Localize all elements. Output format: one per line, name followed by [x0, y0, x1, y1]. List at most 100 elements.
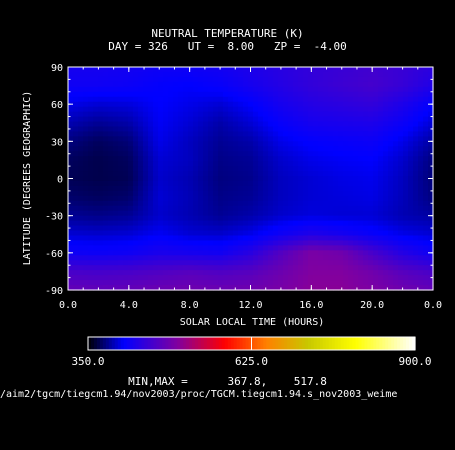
heatmap-cell — [378, 190, 384, 197]
heatmap-cell — [138, 151, 144, 157]
heatmap-cell — [123, 76, 129, 83]
heatmap-cell — [173, 220, 179, 227]
heatmap-cell — [363, 161, 369, 167]
heatmap-cell — [348, 195, 354, 202]
heatmap-cell — [83, 190, 89, 197]
heatmap-cell — [188, 205, 194, 212]
heatmap-cell — [218, 265, 224, 271]
heatmap-cell — [298, 260, 304, 266]
heatmap-cell — [378, 195, 384, 202]
heatmap-cell — [98, 230, 104, 237]
heatmap-cell — [118, 166, 124, 172]
heatmap-cell — [263, 146, 269, 152]
heatmap-cell — [393, 180, 399, 187]
heatmap-cell — [108, 200, 114, 207]
heatmap-cell — [158, 86, 164, 93]
heatmap-cell — [273, 176, 279, 182]
heatmap-cell — [93, 146, 99, 152]
heatmap-cell — [373, 270, 379, 276]
heatmap-cell — [408, 205, 414, 212]
heatmap-cell — [328, 101, 334, 108]
heatmap-cell — [343, 111, 349, 118]
heatmap-cell — [133, 71, 139, 78]
heatmap-cell — [268, 195, 274, 202]
heatmap-cell — [243, 265, 249, 271]
heatmap-cell — [383, 81, 389, 88]
heatmap-cell — [148, 91, 154, 98]
heatmap-cell — [108, 195, 114, 202]
heatmap-cell — [238, 220, 244, 227]
heatmap-cell — [353, 260, 359, 266]
heatmap-cell — [313, 76, 319, 83]
heatmap-cell — [118, 156, 124, 162]
heatmap-cell — [183, 71, 189, 78]
heatmap-cell — [93, 240, 99, 246]
heatmap-cell — [398, 200, 404, 207]
heatmap-cell — [183, 131, 189, 137]
heatmap-cell — [218, 260, 224, 266]
heatmap-cell — [333, 230, 339, 237]
heatmap-cell — [338, 131, 344, 137]
heatmap-cell — [183, 151, 189, 157]
heatmap-cell — [253, 91, 259, 98]
heatmap-cell — [193, 116, 199, 123]
heatmap-cell — [393, 280, 399, 286]
heatmap-cell — [78, 86, 84, 93]
heatmap-cell — [388, 136, 394, 142]
heatmap-cell — [198, 240, 204, 246]
heatmap-cell — [288, 146, 294, 152]
heatmap-cell — [258, 166, 264, 172]
heatmap-cell — [158, 225, 164, 232]
heatmap-cell — [358, 210, 364, 217]
heatmap-cell — [258, 141, 264, 147]
heatmap-cell — [98, 210, 104, 217]
heatmap-cell — [318, 270, 324, 276]
heatmap-cell — [188, 116, 194, 123]
heatmap-cell — [243, 121, 249, 128]
heatmap-cell — [363, 131, 369, 137]
heatmap-cell — [88, 146, 94, 152]
heatmap-cell — [193, 156, 199, 162]
heatmap-cell — [68, 210, 74, 217]
heatmap-cell — [228, 116, 234, 123]
heatmap-cell — [248, 240, 254, 246]
colorbar-swatch — [93, 337, 98, 350]
heatmap-cell — [73, 141, 79, 147]
heatmap-cell — [228, 220, 234, 227]
heatmap-cell — [313, 220, 319, 227]
heatmap-cell — [318, 71, 324, 78]
heatmap-cell — [303, 180, 309, 187]
heatmap-cell — [258, 136, 264, 142]
colorbar-swatch — [189, 337, 193, 350]
heatmap-cell — [348, 131, 354, 137]
heatmap-cell — [368, 81, 374, 88]
heatmap-cell — [298, 71, 304, 78]
heatmap-cell — [258, 195, 264, 202]
heatmap-cell — [133, 210, 139, 217]
heatmap-cell — [138, 81, 144, 88]
heatmap-cell — [323, 180, 329, 187]
heatmap-cell — [143, 285, 149, 291]
heatmap-cell — [178, 151, 184, 157]
heatmap-cell — [288, 76, 294, 83]
heatmap-cell — [123, 245, 129, 251]
heatmap-cell — [218, 136, 224, 142]
heatmap-cell — [193, 200, 199, 207]
heatmap-cell — [73, 156, 79, 162]
heatmap-cell — [73, 275, 79, 281]
heatmap-cell — [228, 255, 234, 261]
heatmap-cell — [193, 126, 199, 133]
heatmap-cell — [263, 215, 269, 222]
heatmap-cell — [378, 176, 384, 182]
heatmap-cell — [263, 101, 269, 108]
heatmap-cell — [343, 235, 349, 242]
heatmap-cell — [203, 245, 209, 251]
heatmap-cell — [273, 205, 279, 212]
heatmap-cell — [143, 81, 149, 88]
heatmap-cell — [128, 136, 134, 142]
heatmap-cell — [258, 285, 264, 291]
heatmap-cell — [333, 176, 339, 182]
heatmap-cell — [128, 146, 134, 152]
colorbar-swatch — [296, 337, 300, 350]
heatmap-cell — [273, 260, 279, 266]
